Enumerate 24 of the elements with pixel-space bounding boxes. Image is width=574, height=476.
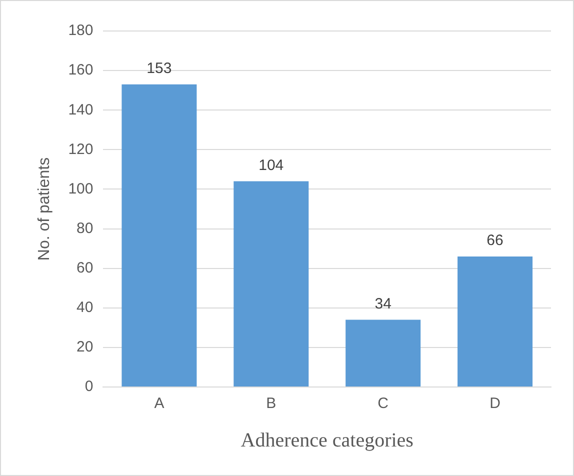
- data-label: 153: [146, 60, 172, 78]
- bar: [122, 84, 197, 386]
- y-tick-label: 180: [68, 22, 94, 40]
- bar: [346, 320, 421, 386]
- y-tick-label: 80: [76, 220, 94, 237]
- y-tick-label: 100: [68, 180, 94, 198]
- y-tick-label: 120: [68, 140, 94, 158]
- y-tick-label: 160: [68, 62, 94, 79]
- x-tick-label: C: [378, 395, 389, 412]
- x-tick-label: D: [490, 395, 501, 412]
- y-tick-label: 20: [76, 338, 94, 356]
- bar: [234, 181, 309, 386]
- y-axis-title: No. of patients: [36, 157, 54, 261]
- bar: [458, 256, 533, 386]
- x-axis-title: Adherence categories: [240, 429, 414, 452]
- y-tick-label: 40: [76, 299, 94, 316]
- x-tick-label: A: [154, 395, 164, 412]
- data-label: 104: [258, 156, 284, 174]
- data-label: 34: [374, 295, 392, 312]
- y-tick-label: 60: [76, 259, 94, 276]
- data-label: 66: [486, 232, 504, 250]
- y-tick-label: 140: [68, 101, 94, 118]
- x-tick-label: B: [266, 395, 276, 412]
- y-tick-label: 0: [84, 378, 94, 396]
